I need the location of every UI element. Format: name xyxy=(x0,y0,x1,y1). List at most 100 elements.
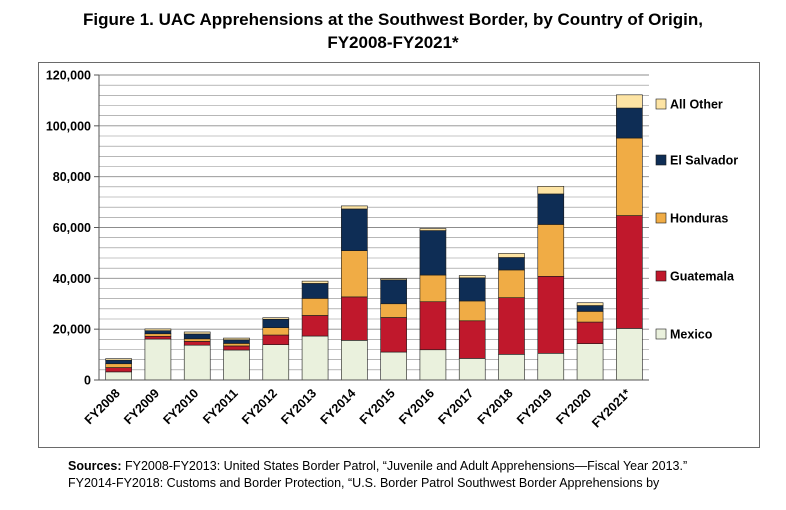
legend-swatch-guatemala xyxy=(655,270,667,282)
bar-segment-all-other xyxy=(616,94,643,109)
sources-line-2: FY2014-FY2018: Customs and Border Protec… xyxy=(68,476,660,490)
legend-swatch-el-salvador xyxy=(655,154,667,166)
chart-frame: 0 20,000 40,000 60,000 80,000 100,000 120,000 … xyxy=(38,62,760,448)
legend: All Other El Salvador Honduras Guatemala Mex… xyxy=(655,98,738,342)
bar-segment-honduras xyxy=(419,274,447,303)
sources-line-1: Sources: FY2008-FY2013: United States Bo… xyxy=(68,458,778,475)
bar-segment-guatemala xyxy=(105,367,132,373)
bar-segment-honduras xyxy=(576,311,604,323)
bar-segment-el-salvador xyxy=(419,230,447,276)
bar-segment-el-salvador xyxy=(537,193,565,225)
bar-segment-mexico xyxy=(380,351,407,381)
bar-segment-mexico xyxy=(144,338,172,381)
bar-segment-mexico xyxy=(223,349,250,381)
gridlines xyxy=(99,74,649,381)
bar-segment-guatemala xyxy=(498,297,525,355)
bar-segment-guatemala xyxy=(576,321,604,344)
bar-segment-guatemala xyxy=(380,317,407,353)
bar-segment-all-other xyxy=(223,337,250,341)
bar-segment-all-other xyxy=(537,186,565,195)
legend-label: All Other xyxy=(670,98,723,112)
y-tick-label: 40,000 xyxy=(53,272,91,286)
bar-segment-honduras xyxy=(183,338,211,342)
bar-segment-all-other xyxy=(341,205,368,210)
bar-segment-el-salvador xyxy=(301,283,329,299)
y-tick-label: 20,000 xyxy=(53,323,91,337)
bar-segment-all-other xyxy=(419,228,447,231)
x-tick-label: FY2018 xyxy=(475,386,516,427)
bar-segment-mexico xyxy=(458,358,486,381)
legend-swatch-mexico xyxy=(655,328,667,340)
x-tick-label: FY2012 xyxy=(239,386,280,427)
bar-segment-guatemala xyxy=(301,315,329,337)
x-tick-label: FY2013 xyxy=(278,386,319,427)
bar-segment-honduras xyxy=(105,363,132,368)
x-tick-label: FY2017 xyxy=(435,386,476,427)
bar-segment-all-other xyxy=(576,302,604,306)
x-axis-ticks: FY2008FY2009FY2010FY2011FY2012FY2013FY20… xyxy=(82,386,634,430)
bar-segment-guatemala xyxy=(223,345,250,351)
bar-segment-all-other xyxy=(105,358,132,361)
bar-segment-mexico xyxy=(262,344,290,381)
bar-segment-el-salvador xyxy=(183,333,211,340)
sources-label: Sources: xyxy=(68,459,122,473)
legend-label: El Salvador xyxy=(670,154,738,168)
bar-segment-guatemala xyxy=(183,341,211,346)
figure-title-line-2: FY2008-FY2021* xyxy=(327,33,459,52)
bar-segment-mexico xyxy=(419,349,447,381)
bar-segment-el-salvador xyxy=(223,339,250,344)
bar-segment-guatemala xyxy=(458,320,486,359)
figure-title-line-1: Figure 1. UAC Apprehensions at the South… xyxy=(83,10,703,29)
y-tick-label: 80,000 xyxy=(53,170,91,184)
legend-swatch-all-other xyxy=(655,98,667,110)
bar-segment-el-salvador xyxy=(380,279,407,305)
bar-segment-all-other xyxy=(262,317,290,320)
legend-label: Mexico xyxy=(670,328,713,342)
bar-segment-honduras xyxy=(458,300,486,322)
sources-text-1: FY2008-FY2013: United States Border Patr… xyxy=(124,459,688,473)
bar-segment-all-other xyxy=(183,331,211,335)
bar-segment-mexico xyxy=(498,354,525,381)
x-tick-label: FY2010 xyxy=(160,386,201,427)
bar-segment-honduras xyxy=(262,327,290,336)
bar-segment-all-other xyxy=(498,253,525,258)
bar-segment-honduras xyxy=(223,343,250,347)
legend-label: Guatemala xyxy=(670,270,735,284)
stacked-bar-chart: 020,00040,00060,00080,000100,000120,000 … xyxy=(46,69,738,431)
bar-segment-guatemala xyxy=(144,335,172,340)
bar-segment-guatemala xyxy=(616,215,643,329)
bar-segment-honduras xyxy=(498,269,525,298)
bar-segment-guatemala xyxy=(419,301,447,351)
bar-segment-el-salvador xyxy=(105,359,132,365)
y-axis-ticks: 0 20,000 40,000 60,000 80,000 100,000 120,000 xyxy=(46,69,99,388)
bar-segment-all-other xyxy=(380,278,407,281)
bar-segment-el-salvador xyxy=(576,305,604,312)
bar-segment-honduras xyxy=(144,333,172,337)
bar-segment-mexico xyxy=(341,340,368,381)
x-tick-label: FY2019 xyxy=(514,386,555,427)
x-tick-label: FY2008 xyxy=(82,386,123,427)
bar-segment-el-salvador xyxy=(341,208,368,251)
x-tick-label: FY2009 xyxy=(121,386,162,427)
x-tick-label: FY2014 xyxy=(318,386,359,427)
bar-segment-el-salvador xyxy=(144,330,172,335)
bar-segment-guatemala xyxy=(537,276,565,354)
bar-segment-mexico xyxy=(537,353,565,381)
x-tick-label: FY2016 xyxy=(396,386,437,427)
bars xyxy=(105,94,643,381)
x-tick-label: FY2021* xyxy=(589,386,633,430)
sources-note: Sources: FY2008-FY2013: United States Bo… xyxy=(68,458,778,492)
bar-segment-all-other xyxy=(144,328,172,331)
y-tick-label: 120,000 xyxy=(46,69,91,83)
bar-segment-honduras xyxy=(301,298,329,316)
legend-label: Honduras xyxy=(670,212,728,226)
x-tick-label: FY2015 xyxy=(357,386,398,427)
legend-swatch-honduras xyxy=(655,212,667,224)
y-tick-label: 60,000 xyxy=(53,221,91,235)
bar-segment-mexico xyxy=(301,335,329,381)
figure-title: Figure 1. UAC Apprehensions at the South… xyxy=(0,8,786,54)
axes xyxy=(98,75,649,381)
y-tick-label: 0 xyxy=(84,374,91,388)
bar-segment-el-salvador xyxy=(262,318,290,328)
bar-segment-el-salvador xyxy=(458,277,486,302)
